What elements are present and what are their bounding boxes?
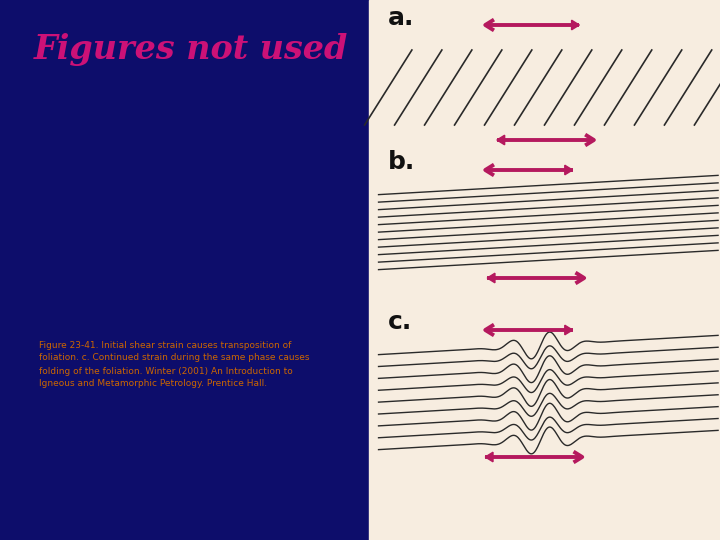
Polygon shape	[564, 165, 572, 175]
Text: foliation. c. Continued strain during the same phase causes: foliation. c. Continued strain during th…	[39, 354, 310, 362]
Polygon shape	[572, 20, 580, 30]
Text: folding of the foliation. Winter (2001) An Introduction to: folding of the foliation. Winter (2001) …	[39, 367, 293, 375]
Text: c.: c.	[388, 310, 413, 334]
Text: Figure 23-41. Initial shear strain causes transposition of: Figure 23-41. Initial shear strain cause…	[39, 341, 292, 349]
Polygon shape	[564, 325, 572, 335]
Text: b.: b.	[388, 150, 415, 174]
Text: Figures not used: Figures not used	[34, 33, 348, 66]
Bar	[369, 0, 720, 540]
Text: Igneous and Metamorphic Petrology. Prentice Hall.: Igneous and Metamorphic Petrology. Prent…	[39, 380, 267, 388]
Bar	[22, 0, 369, 540]
Polygon shape	[487, 273, 495, 283]
Polygon shape	[497, 135, 505, 145]
Text: a.: a.	[388, 6, 415, 30]
Polygon shape	[485, 452, 493, 462]
